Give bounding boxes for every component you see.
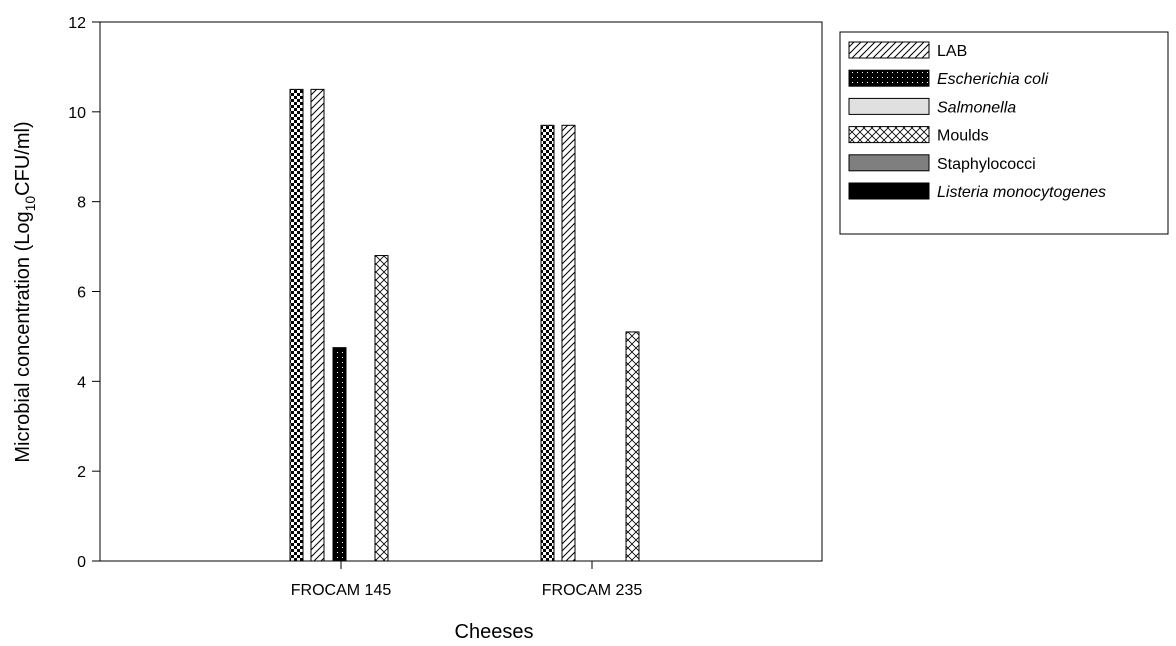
x-axis-title: Cheeses	[455, 621, 534, 643]
legend-swatch	[848, 126, 930, 144]
bar	[625, 331, 640, 562]
legend: LAB Escherichia coli Salmonella Moulds Staph…	[839, 31, 1169, 235]
legend-label: Moulds	[937, 128, 989, 145]
bar	[289, 88, 304, 562]
y-axis-title: Microbial concentration (Log10CFU/ml)	[12, 121, 38, 462]
y-tick-label: 8	[77, 195, 86, 212]
y-tick-label: 10	[68, 105, 86, 122]
legend-swatch	[848, 69, 930, 87]
legend-label: Escherichia coli	[937, 71, 1049, 88]
bar	[332, 347, 347, 562]
bar	[310, 88, 325, 562]
x-tick-label: FROCAM 235	[542, 582, 643, 599]
y-axis: 0 2 4 6 8 10 12	[68, 15, 100, 571]
y-tick-label: 6	[77, 285, 86, 302]
y-tick-label: 2	[77, 464, 86, 481]
bar	[540, 124, 555, 562]
legend-label: Listeria monocytogenes	[937, 184, 1106, 201]
y-axis-title-suffix: CFU/ml)	[12, 121, 34, 195]
legend-label: Staphylococci	[937, 156, 1036, 173]
legend-swatch	[848, 97, 930, 115]
bars	[289, 88, 640, 562]
legend-label: LAB	[937, 43, 967, 60]
y-axis-title-subscript: 10	[22, 196, 38, 212]
y-axis-title-prefix: Microbial concentration (Log	[12, 211, 34, 462]
legend-label: Salmonella	[937, 99, 1016, 116]
legend-swatch	[848, 154, 930, 172]
y-tick-label: 4	[77, 374, 86, 391]
x-axis: FROCAM 145 FROCAM 235	[291, 561, 643, 599]
bar	[374, 255, 389, 562]
y-tick-label: 12	[68, 15, 86, 32]
y-tick-label: 0	[77, 554, 86, 571]
legend-swatch	[848, 41, 930, 59]
bar	[561, 124, 576, 562]
legend-swatch	[848, 182, 930, 200]
plot-frame	[99, 21, 823, 562]
x-tick-label: FROCAM 145	[291, 582, 392, 599]
